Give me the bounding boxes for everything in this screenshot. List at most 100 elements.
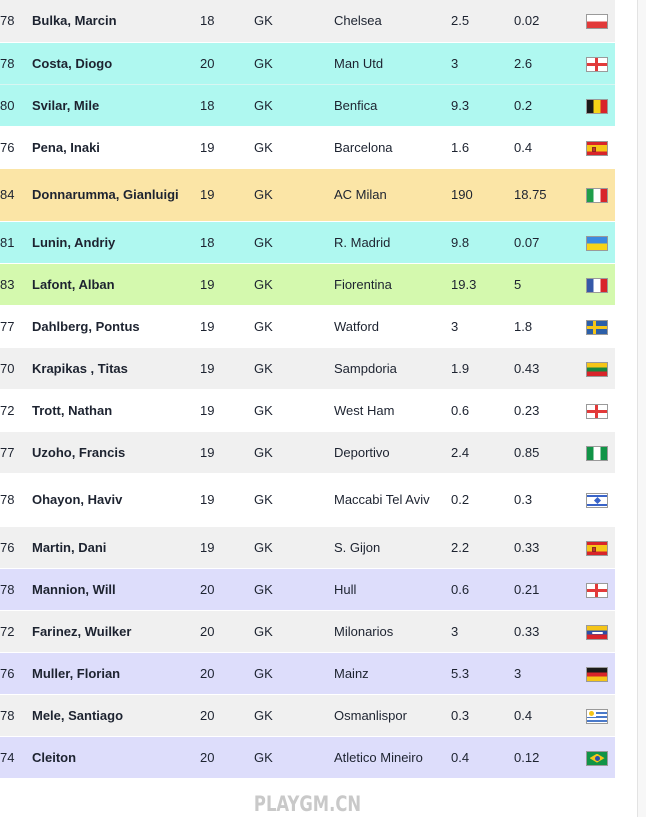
cell-player-name[interactable]: Svilar, Mile bbox=[32, 84, 200, 127]
cell-nationality bbox=[578, 736, 615, 779]
cell-player-name[interactable]: Pena, Inaki bbox=[32, 126, 200, 169]
table-row[interactable]: 72 Trott, Nathan 19 GK West Ham 0.6 0.23 bbox=[0, 389, 615, 432]
sweden-flag bbox=[585, 319, 608, 335]
cell-value: 9.8 bbox=[451, 221, 514, 264]
cell-player-name[interactable]: Ohayon, Haviv bbox=[32, 473, 200, 527]
table-row[interactable]: 76 Martin, Dani 19 GK S. Gijon 2.2 0.33 bbox=[0, 526, 615, 569]
cell-value: 3 bbox=[451, 305, 514, 348]
cell-nationality bbox=[578, 389, 615, 432]
cell-player-name[interactable]: Farinez, Wuilker bbox=[32, 610, 200, 653]
cell-player-name[interactable]: Lunin, Andriy bbox=[32, 221, 200, 264]
cell-player-name[interactable]: Trott, Nathan bbox=[32, 389, 200, 432]
cell-nationality bbox=[578, 168, 615, 222]
cell-age: 19 bbox=[200, 305, 254, 348]
cell-rating: 77 bbox=[0, 431, 32, 474]
cell-wage: 0.3 bbox=[514, 473, 578, 527]
italy-flag bbox=[585, 188, 608, 204]
cell-value: 1.6 bbox=[451, 126, 514, 169]
cell-player-name[interactable]: Donnarumma, Gianluigi bbox=[32, 168, 200, 222]
table-row[interactable]: 78 Ohayon, Haviv 19 GK Maccabi Tel Aviv 0.2 0.… bbox=[0, 473, 615, 527]
cell-club[interactable]: Fiorentina bbox=[334, 263, 451, 306]
cell-club[interactable]: West Ham bbox=[334, 389, 451, 432]
cell-age: 19 bbox=[200, 389, 254, 432]
cell-player-name[interactable]: Uzoho, Francis bbox=[32, 431, 200, 474]
cell-position: GK bbox=[254, 221, 334, 264]
cell-wage: 0.33 bbox=[514, 526, 578, 569]
cell-club[interactable]: R. Madrid bbox=[334, 221, 451, 264]
cell-club[interactable]: Sampdoria bbox=[334, 347, 451, 390]
cell-age: 20 bbox=[200, 694, 254, 737]
cell-value: 5.3 bbox=[451, 652, 514, 695]
cell-player-name[interactable]: Cleiton bbox=[32, 736, 200, 779]
cell-player-name[interactable]: Costa, Diogo bbox=[32, 42, 200, 85]
cell-player-name[interactable]: Bulka, Marcin bbox=[32, 0, 200, 43]
cell-club[interactable]: Mainz bbox=[334, 652, 451, 695]
cell-wage: 0.4 bbox=[514, 126, 578, 169]
cell-wage: 0.23 bbox=[514, 389, 578, 432]
cell-age: 19 bbox=[200, 126, 254, 169]
cell-nationality bbox=[578, 610, 615, 653]
israel-flag bbox=[585, 493, 608, 509]
player-table-body: 78 Bulka, Marcin 18 GK Chelsea 2.5 0.02 78 Costa… bbox=[0, 0, 615, 779]
cell-position: GK bbox=[254, 652, 334, 695]
table-row[interactable]: 84 Donnarumma, Gianluigi 19 GK AC Milan 190 18… bbox=[0, 168, 615, 222]
cell-player-name[interactable]: Dahlberg, Pontus bbox=[32, 305, 200, 348]
table-row[interactable]: 80 Svilar, Mile 18 GK Benfica 9.3 0.2 bbox=[0, 84, 615, 127]
cell-position: GK bbox=[254, 347, 334, 390]
uruguay-flag bbox=[585, 708, 608, 724]
cell-nationality bbox=[578, 0, 615, 43]
cell-player-name[interactable]: Muller, Florian bbox=[32, 652, 200, 695]
cell-wage: 0.2 bbox=[514, 84, 578, 127]
cell-position: GK bbox=[254, 389, 334, 432]
cell-player-name[interactable]: Martin, Dani bbox=[32, 526, 200, 569]
cell-position: GK bbox=[254, 0, 334, 43]
cell-value: 3 bbox=[451, 610, 514, 653]
cell-wage: 0.07 bbox=[514, 221, 578, 264]
table-row[interactable]: 74 Cleiton 20 GK Atletico Mineiro 0.4 0.12 bbox=[0, 736, 615, 779]
cell-club[interactable]: S. Gijon bbox=[334, 526, 451, 569]
cell-player-name[interactable]: Mannion, Will bbox=[32, 568, 200, 611]
page-gutter-rule bbox=[637, 0, 638, 817]
cell-club[interactable]: Milonarios bbox=[334, 610, 451, 653]
cell-club[interactable]: AC Milan bbox=[334, 168, 451, 222]
cell-value: 190 bbox=[451, 168, 514, 222]
cell-rating: 78 bbox=[0, 473, 32, 527]
cell-club[interactable]: Barcelona bbox=[334, 126, 451, 169]
cell-club[interactable]: Osmanlispor bbox=[334, 694, 451, 737]
cell-rating: 76 bbox=[0, 126, 32, 169]
cell-club[interactable]: Deportivo bbox=[334, 431, 451, 474]
cell-club[interactable]: Atletico Mineiro bbox=[334, 736, 451, 779]
table-row[interactable]: 78 Bulka, Marcin 18 GK Chelsea 2.5 0.02 bbox=[0, 0, 615, 43]
cell-wage: 0.02 bbox=[514, 0, 578, 43]
cell-rating: 76 bbox=[0, 652, 32, 695]
cell-wage: 0.33 bbox=[514, 610, 578, 653]
cell-nationality bbox=[578, 694, 615, 737]
cell-club[interactable]: Benfica bbox=[334, 84, 451, 127]
table-row[interactable]: 77 Dahlberg, Pontus 19 GK Watford 3 1.8 bbox=[0, 305, 615, 348]
table-row[interactable]: 81 Lunin, Andriy 18 GK R. Madrid 9.8 0.07 bbox=[0, 221, 615, 264]
table-row[interactable]: 76 Pena, Inaki 19 GK Barcelona 1.6 0.4 bbox=[0, 126, 615, 169]
cell-club[interactable]: Man Utd bbox=[334, 42, 451, 85]
cell-club[interactable]: Hull bbox=[334, 568, 451, 611]
cell-position: GK bbox=[254, 42, 334, 85]
cell-club[interactable]: Watford bbox=[334, 305, 451, 348]
cell-player-name[interactable]: Mele, Santiago bbox=[32, 694, 200, 737]
cell-value: 2.5 bbox=[451, 0, 514, 43]
table-row[interactable]: 78 Costa, Diogo 20 GK Man Utd 3 2.6 bbox=[0, 42, 615, 85]
table-row[interactable]: 83 Lafont, Alban 19 GK Fiorentina 19.3 5 bbox=[0, 263, 615, 306]
cell-player-name[interactable]: Krapikas , Titas bbox=[32, 347, 200, 390]
cell-position: GK bbox=[254, 736, 334, 779]
cell-club[interactable]: Chelsea bbox=[334, 0, 451, 43]
table-row[interactable]: 72 Farinez, Wuilker 20 GK Milonarios 3 0.33 bbox=[0, 610, 615, 653]
cell-position: GK bbox=[254, 694, 334, 737]
table-row[interactable]: 76 Muller, Florian 20 GK Mainz 5.3 3 bbox=[0, 652, 615, 695]
table-row[interactable]: 77 Uzoho, Francis 19 GK Deportivo 2.4 0.85 bbox=[0, 431, 615, 474]
cell-age: 18 bbox=[200, 221, 254, 264]
cell-player-name[interactable]: Lafont, Alban bbox=[32, 263, 200, 306]
cell-position: GK bbox=[254, 431, 334, 474]
table-row[interactable]: 78 Mele, Santiago 20 GK Osmanlispor 0.3 0.4 bbox=[0, 694, 615, 737]
table-row[interactable]: 70 Krapikas , Titas 19 GK Sampdoria 1.9 0.43 bbox=[0, 347, 615, 390]
cell-wage: 2.6 bbox=[514, 42, 578, 85]
table-row[interactable]: 78 Mannion, Will 20 GK Hull 0.6 0.21 bbox=[0, 568, 615, 611]
cell-club[interactable]: Maccabi Tel Aviv bbox=[334, 473, 451, 527]
